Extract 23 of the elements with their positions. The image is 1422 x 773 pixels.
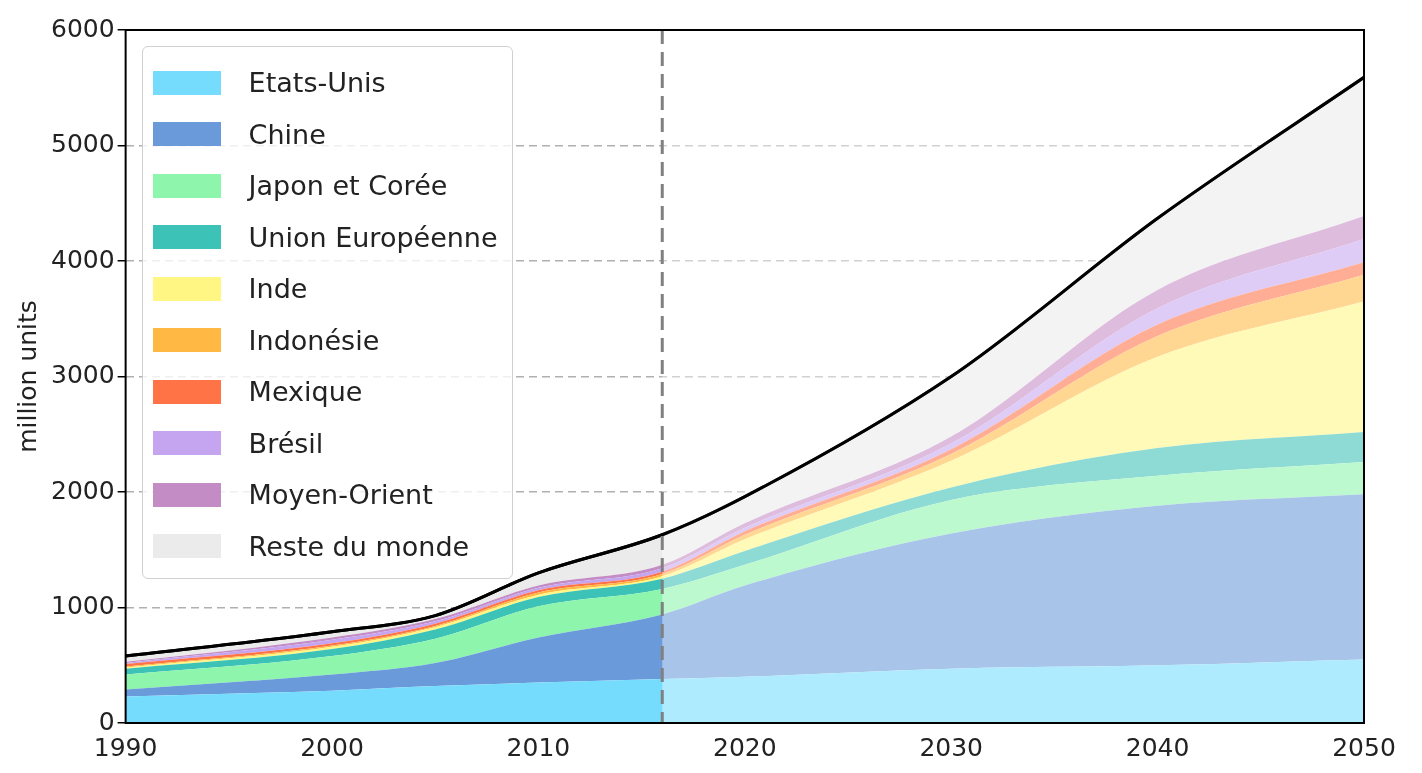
x-tick-label: 2030 [919, 732, 984, 762]
legend-label: Union Européenne [248, 221, 498, 253]
legend-label: Mexique [248, 376, 363, 408]
x-tick-label: 2040 [1125, 732, 1190, 762]
legend-label: Etats-Unis [248, 67, 386, 99]
x-tick-label: 2020 [713, 732, 777, 762]
x-tick-label: 2010 [506, 732, 571, 762]
y-tick-label: 6000 [51, 13, 115, 43]
legend-label: Inde [248, 273, 308, 305]
legend-label: Moyen-Orient [248, 479, 433, 511]
legend-label: Japon et Corée [248, 170, 448, 202]
legend-label: Brésil [248, 427, 324, 459]
y-tick-label: 4000 [51, 244, 115, 274]
y-tick-label: 1000 [51, 591, 115, 620]
x-tick-label: 2000 [300, 732, 364, 762]
y-tick-label: 5000 [51, 129, 115, 158]
y-axis-title: million units [12, 300, 42, 453]
y-tick-label: 2000 [51, 475, 115, 505]
legend-label: Indonésie [248, 324, 380, 356]
legend-label: Reste du monde [248, 530, 470, 562]
legend-label: Chine [248, 118, 326, 150]
y-tick-label: 3000 [51, 360, 115, 389]
x-tick-label: 2050 [1332, 732, 1396, 762]
